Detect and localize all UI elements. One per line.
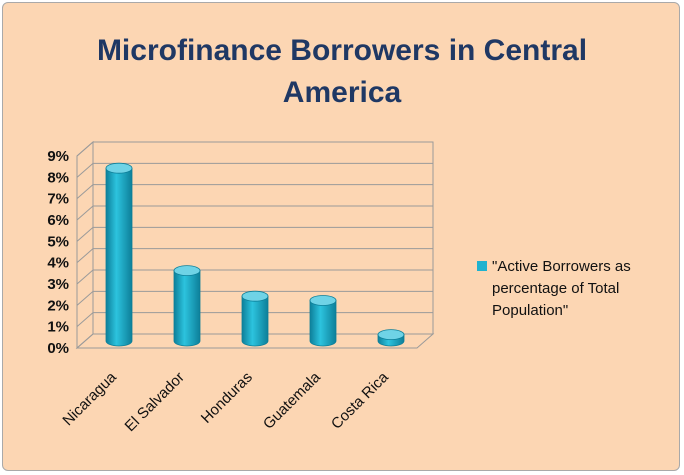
bar-body bbox=[309, 300, 337, 347]
bar-top bbox=[241, 290, 269, 302]
bar bbox=[173, 265, 201, 347]
x-tick-label: El Salvador bbox=[122, 369, 188, 435]
x-tick-label: Costa Rica bbox=[328, 368, 392, 432]
bar bbox=[105, 162, 133, 347]
legend-label-line-1: "Active Borrowers as bbox=[492, 258, 631, 275]
x-tick-label: Nicaragua bbox=[59, 368, 120, 429]
legend-label-line-2: percentage of Total bbox=[492, 280, 619, 297]
x-tick-label: Guatemala bbox=[260, 368, 324, 432]
gridline bbox=[76, 184, 433, 200]
y-tick-label: 1% bbox=[47, 319, 69, 336]
bar-body bbox=[173, 270, 201, 347]
gridline bbox=[76, 226, 433, 242]
bar-top bbox=[105, 162, 133, 174]
gridline bbox=[76, 162, 433, 178]
chart-title-line-2: America bbox=[283, 76, 402, 109]
x-tick-label: Honduras bbox=[198, 369, 256, 427]
bar-top bbox=[377, 329, 405, 341]
y-tick-label: 5% bbox=[47, 233, 69, 250]
gridline bbox=[76, 248, 433, 264]
y-tick-label: 2% bbox=[47, 297, 69, 314]
y-tick-label: 8% bbox=[47, 169, 69, 186]
y-tick-label: 3% bbox=[47, 276, 69, 293]
chart-title-line-1: Microfinance Borrowers in Central bbox=[97, 34, 587, 67]
legend-label-line-3: Population" bbox=[492, 302, 568, 319]
legend: "Active Borrowers as percentage of Total… bbox=[477, 258, 631, 319]
y-tick-label: 6% bbox=[47, 212, 69, 229]
y-tick-label: 9% bbox=[47, 148, 69, 165]
side-wall bbox=[76, 140, 94, 350]
legend-swatch bbox=[477, 261, 487, 271]
bar bbox=[241, 290, 269, 347]
y-tick-label: 4% bbox=[47, 255, 69, 272]
gridline bbox=[76, 205, 433, 221]
floor bbox=[75, 333, 435, 349]
plot-area: 0% 1% 2% 3% 4% 5% 6% 7% 8% 9% Nicaragua El Salvador… bbox=[47, 140, 435, 435]
chart-frame: Microfinance Borrowers in Central Americ… bbox=[2, 2, 680, 471]
chart-canvas: Microfinance Borrowers in Central Americ… bbox=[47, 34, 631, 435]
bar-top bbox=[173, 265, 201, 277]
bar-top bbox=[309, 295, 337, 306]
bar bbox=[377, 329, 405, 347]
y-tick-label: 0% bbox=[47, 340, 69, 357]
gridline bbox=[76, 141, 433, 157]
bar bbox=[309, 295, 337, 347]
bar-body bbox=[105, 167, 133, 347]
gridline bbox=[76, 290, 433, 306]
bar-body bbox=[241, 295, 269, 347]
gridline bbox=[76, 269, 433, 285]
y-tick-label: 7% bbox=[47, 191, 69, 208]
